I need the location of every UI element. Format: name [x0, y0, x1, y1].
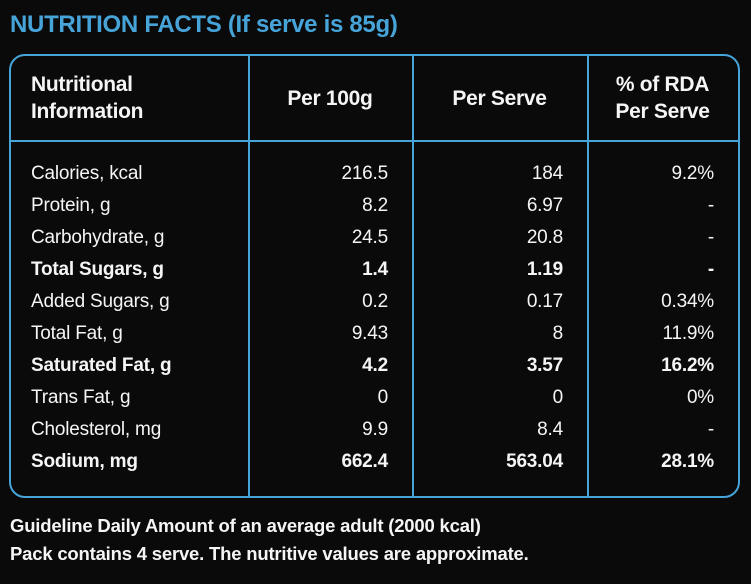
row-label: Cholesterol, mg	[31, 419, 162, 440]
row-label: Sodium, mg	[31, 451, 138, 472]
column-divider-3	[587, 56, 589, 496]
row-rda: 16.2%	[661, 355, 714, 376]
table-body: Calories, kcal 216.5 184 9.2% Protein, g…	[11, 142, 738, 496]
row-rda: 11.9%	[662, 323, 715, 344]
row-per-100g: 0	[377, 387, 389, 408]
footnote-line-1: Guideline Daily Amount of an average adu…	[10, 515, 481, 536]
header-rda-per-serve: % of RDA Per Serve	[615, 73, 710, 123]
row-rda: 9.2%	[671, 163, 714, 184]
table-row: Protein, g 8.2 6.97 -	[11, 190, 738, 222]
row-per-100g: 9.9	[362, 419, 388, 440]
table-header-row: Nutritional Information Per 100g Per Ser…	[11, 56, 738, 142]
row-rda: -	[707, 227, 714, 248]
row-per-serve: 6.97	[526, 195, 563, 216]
table-row: Saturated Fat, g 4.2 3.57 16.2%	[11, 350, 738, 382]
row-per-serve: 8	[552, 323, 564, 344]
column-divider-1	[248, 56, 250, 496]
row-per-100g: 4.2	[362, 355, 388, 376]
row-label: Calories, kcal	[31, 163, 143, 184]
header-per-100g: Per 100g	[287, 86, 373, 110]
row-per-serve: 1.19	[526, 259, 563, 280]
footnote-line-2: Pack contains 4 serve. The nutritive val…	[10, 543, 529, 564]
row-label: Total Fat, g	[31, 323, 123, 344]
row-rda: -	[707, 195, 714, 216]
row-rda: 0%	[686, 387, 714, 408]
row-rda: -	[707, 419, 714, 440]
table-row: Total Fat, g 9.43 8 11.9%	[11, 318, 738, 350]
header-per-serve: Per Serve	[452, 86, 547, 110]
row-rda: 0.34%	[661, 291, 714, 312]
table-row: Cholesterol, mg 9.9 8.4 -	[11, 414, 738, 446]
row-per-100g: 216.5	[341, 163, 388, 184]
row-label: Saturated Fat, g	[31, 355, 172, 376]
row-per-serve: 563.04	[506, 451, 563, 472]
row-rda: -	[707, 259, 714, 280]
row-per-serve: 0	[552, 387, 564, 408]
row-per-100g: 9.43	[351, 323, 388, 344]
column-divider-2	[412, 56, 414, 496]
row-per-100g: 24.5	[351, 227, 388, 248]
table-row: Total Sugars, g 1.4 1.19 -	[11, 254, 738, 286]
row-per-serve: 20.8	[526, 227, 563, 248]
row-per-100g: 0.2	[362, 291, 388, 312]
row-per-serve: 3.57	[526, 355, 563, 376]
table-row: Carbohydrate, g 24.5 20.8 -	[11, 222, 738, 254]
table-row: Sodium, mg 662.4 563.04 28.1%	[11, 446, 738, 478]
row-per-serve: 0.17	[526, 291, 563, 312]
nutrition-table: Nutritional Information Per 100g Per Ser…	[9, 54, 740, 498]
header-nutritional-information: Nutritional Information	[31, 73, 144, 123]
row-rda: 28.1%	[661, 451, 714, 472]
table-row: Calories, kcal 216.5 184 9.2%	[11, 158, 738, 190]
row-label: Trans Fat, g	[31, 387, 131, 408]
table-row: Trans Fat, g 0 0 0%	[11, 382, 738, 414]
row-per-serve: 184	[531, 163, 563, 184]
footnote: Guideline Daily Amount of an average adu…	[10, 512, 742, 568]
row-per-100g: 8.2	[362, 195, 388, 216]
row-label: Protein, g	[31, 195, 111, 216]
table-row: Added Sugars, g 0.2 0.17 0.34%	[11, 286, 738, 318]
row-per-100g: 662.4	[341, 451, 388, 472]
row-label: Carbohydrate, g	[31, 227, 165, 248]
row-label: Total Sugars, g	[31, 259, 164, 280]
row-per-100g: 1.4	[362, 259, 388, 280]
row-label: Added Sugars, g	[31, 291, 170, 312]
row-per-serve: 8.4	[537, 419, 563, 440]
page-title: NUTRITION FACTS (If serve is 85g)	[10, 11, 398, 38]
